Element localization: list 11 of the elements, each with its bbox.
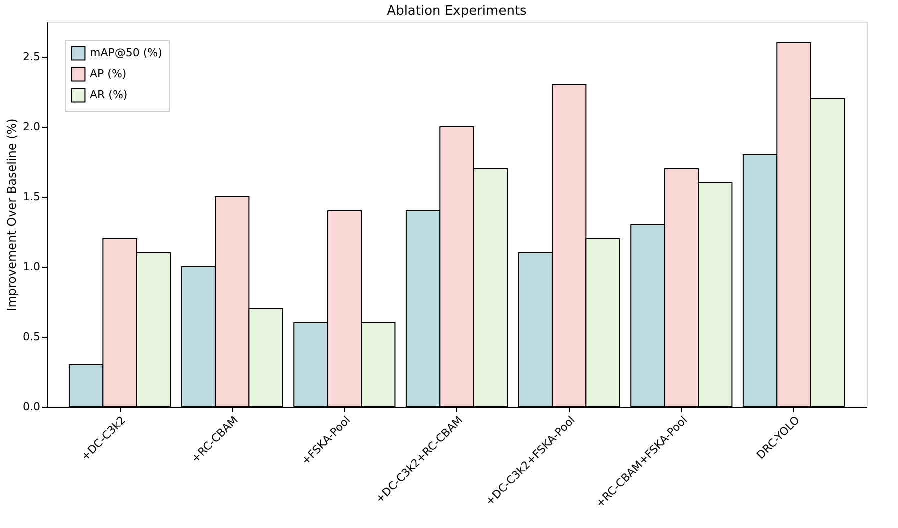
- y-tick-label: 1.5: [23, 190, 40, 204]
- y-tick-label: 0.0: [23, 400, 40, 414]
- legend-label: AP (%): [90, 68, 127, 80]
- y-tick-label: 2.0: [23, 120, 40, 134]
- y-tick-label: 2.5: [23, 50, 40, 64]
- y-tick-label: 0.5: [23, 330, 40, 344]
- chart-title: Ablation Experiments: [387, 4, 528, 19]
- legend-label: mAP@50 (%): [90, 46, 162, 60]
- y-axis-title: Improvement Over Baseline (%): [5, 118, 20, 312]
- y-tick-label: 1.0: [23, 260, 40, 274]
- legend-label: AR (%): [90, 88, 128, 102]
